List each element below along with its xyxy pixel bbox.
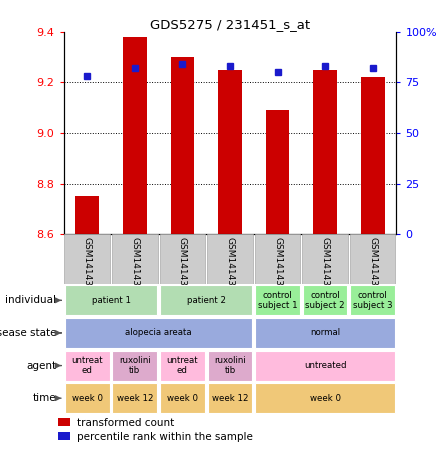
Bar — [361, 77, 385, 234]
Bar — [350, 285, 395, 315]
Text: untreat
ed: untreat ed — [166, 356, 198, 375]
Bar — [123, 37, 147, 234]
Text: GSM1414316: GSM1414316 — [273, 236, 282, 297]
Bar — [159, 234, 205, 284]
Text: agent: agent — [26, 361, 57, 371]
Bar — [160, 285, 252, 315]
Bar — [207, 234, 253, 284]
Text: GSM1414318: GSM1414318 — [368, 236, 377, 297]
Bar — [64, 234, 110, 284]
Bar — [112, 234, 158, 284]
Text: normal: normal — [310, 328, 340, 337]
Bar — [65, 318, 252, 348]
Text: week 12: week 12 — [212, 394, 248, 403]
Text: GSM1414317: GSM1414317 — [321, 236, 329, 297]
Bar — [58, 432, 71, 440]
Text: individual: individual — [5, 295, 57, 305]
Text: alopecia areata: alopecia areata — [125, 328, 192, 337]
Bar — [170, 57, 194, 234]
Text: patient 1: patient 1 — [92, 296, 131, 305]
Bar — [313, 70, 337, 234]
Text: control
subject 2: control subject 2 — [305, 291, 345, 310]
Bar — [160, 383, 205, 413]
Bar — [208, 383, 252, 413]
Bar — [75, 196, 99, 234]
Bar — [218, 70, 242, 234]
Text: GSM1414314: GSM1414314 — [178, 236, 187, 297]
Text: transformed count: transformed count — [77, 418, 175, 428]
Bar — [58, 418, 71, 426]
Text: patient 2: patient 2 — [187, 296, 226, 305]
Text: control
subject 3: control subject 3 — [353, 291, 392, 310]
Text: GSM1414312: GSM1414312 — [83, 236, 92, 297]
Bar — [113, 383, 157, 413]
Text: GSM1414315: GSM1414315 — [226, 236, 234, 297]
Bar — [65, 351, 110, 381]
Bar — [303, 285, 347, 315]
Text: disease state: disease state — [0, 328, 57, 338]
Text: untreat
ed: untreat ed — [71, 356, 103, 375]
Text: GSM1414313: GSM1414313 — [131, 236, 139, 297]
Text: week 0: week 0 — [167, 394, 198, 403]
Bar — [65, 383, 110, 413]
Bar — [208, 351, 252, 381]
Text: ruxolini
tib: ruxolini tib — [214, 356, 246, 375]
Bar — [65, 285, 157, 315]
Bar — [160, 351, 205, 381]
Bar — [302, 234, 348, 284]
Title: GDS5275 / 231451_s_at: GDS5275 / 231451_s_at — [150, 18, 310, 30]
Text: week 12: week 12 — [117, 394, 153, 403]
Bar — [265, 110, 290, 234]
Text: time: time — [33, 393, 57, 403]
Bar — [113, 351, 157, 381]
Bar — [350, 234, 396, 284]
Text: week 0: week 0 — [310, 394, 341, 403]
Bar — [254, 234, 300, 284]
Text: week 0: week 0 — [72, 394, 103, 403]
Bar — [255, 383, 395, 413]
Text: untreated: untreated — [304, 361, 346, 370]
Bar — [255, 285, 300, 315]
Text: percentile rank within the sample: percentile rank within the sample — [77, 432, 253, 442]
Bar — [255, 318, 395, 348]
Text: control
subject 1: control subject 1 — [258, 291, 297, 310]
Text: ruxolini
tib: ruxolini tib — [119, 356, 151, 375]
Bar — [255, 351, 395, 381]
